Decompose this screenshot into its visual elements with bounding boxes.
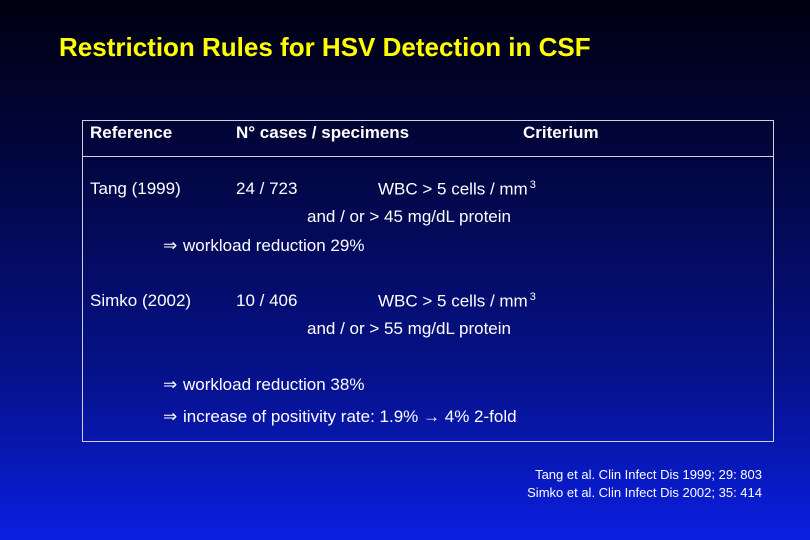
row-tang-criterium-line1: WBC > 5 cells / mm 3 xyxy=(378,179,536,199)
row-simko-criterium-line2: and / or > 55 mg/dL protein xyxy=(307,319,511,338)
slide-title: Restriction Rules for HSV Detection in C… xyxy=(59,32,591,62)
citation-simko: Simko et al. Clin Infect Dis 2002; 35: 4… xyxy=(527,485,762,500)
superscript-3: 3 xyxy=(529,291,536,303)
header-reference: Reference xyxy=(90,123,173,142)
row-tang-cases: 24 / 723 xyxy=(236,179,298,198)
citation-tang: Tang et al. Clin Infect Dis 1999; 29: 80… xyxy=(535,467,762,482)
row-tang-reference: Tang (1999) xyxy=(90,179,181,198)
row-tang-criterium-line2: and / or > 45 mg/dL protein xyxy=(307,207,511,226)
row-simko-conclusion-2: ⇒ increase of positivity rate: 1.9% → 4% … xyxy=(163,407,517,426)
right-arrow-icon: → xyxy=(423,407,441,426)
implies-arrow-icon: ⇒ xyxy=(163,236,178,255)
implies-arrow-icon: ⇒ xyxy=(163,407,178,426)
table-frame xyxy=(82,120,774,442)
row-simko-cases: 10 / 406 xyxy=(236,291,298,310)
implies-arrow-icon: ⇒ xyxy=(163,375,178,394)
row-simko-criterium-line1: WBC > 5 cells / mm 3 xyxy=(378,291,536,311)
row-simko-conclusion-1: ⇒ workload reduction 38% xyxy=(163,375,365,394)
header-cases: N° cases / specimens xyxy=(236,123,410,142)
header-criterium: Criterium xyxy=(523,123,599,142)
row-tang-conclusion: ⇒ workload reduction 29% xyxy=(163,236,365,255)
superscript-3: 3 xyxy=(529,179,536,191)
citations: Tang et al. Clin Infect Dis 1999; 29: 80… xyxy=(527,466,762,502)
header-divider xyxy=(82,156,774,157)
row-simko-reference: Simko (2002) xyxy=(90,291,192,310)
